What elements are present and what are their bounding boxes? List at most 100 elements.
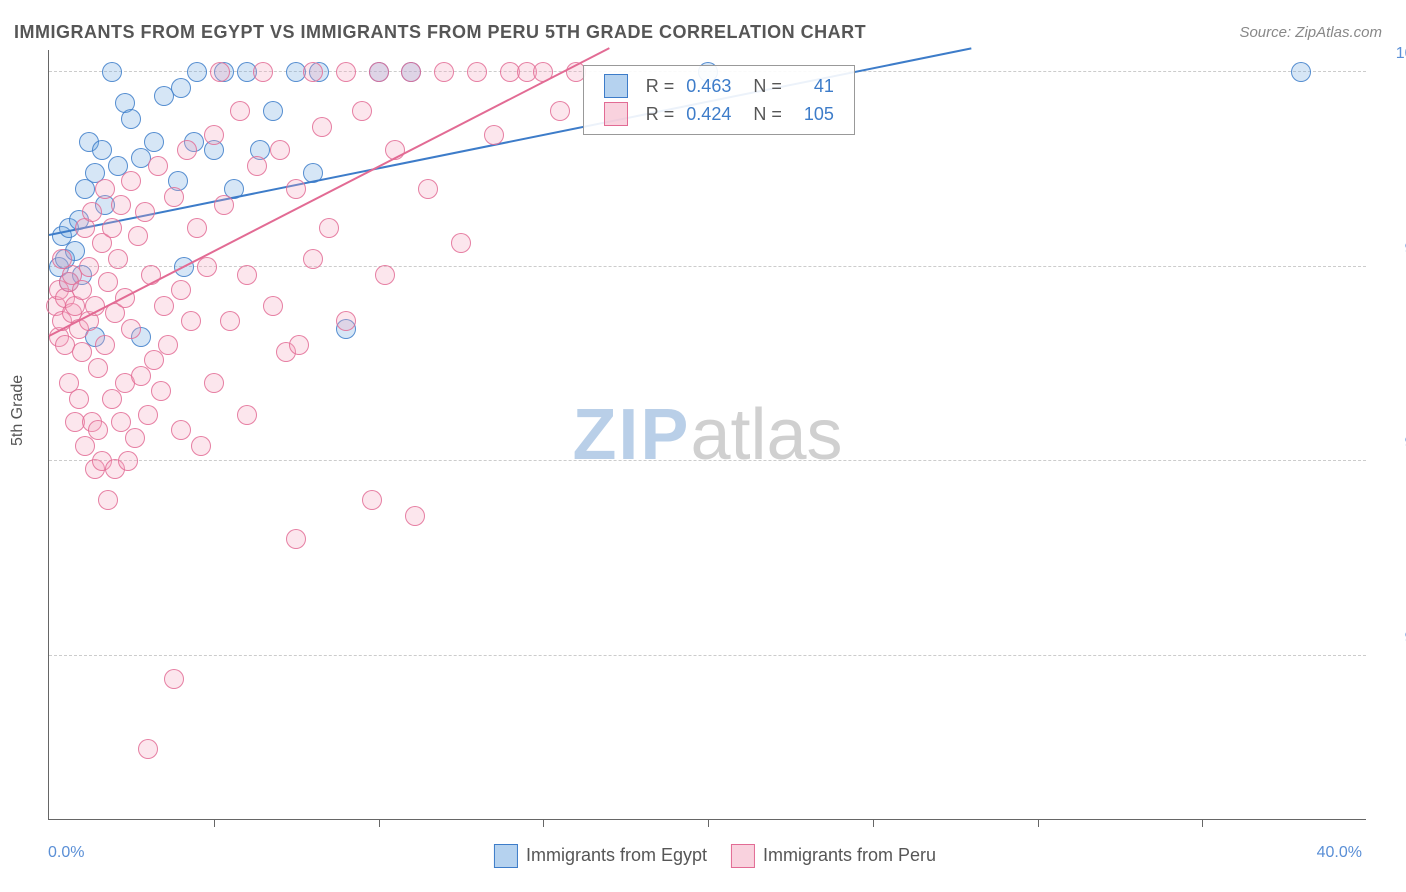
data-point (191, 436, 211, 456)
data-point (125, 428, 145, 448)
legend-n-label: N = (737, 72, 788, 100)
legend-r-label: R = (640, 100, 681, 128)
data-point (303, 62, 323, 82)
data-point (484, 125, 504, 145)
data-point (303, 249, 323, 269)
data-point (375, 265, 395, 285)
data-point (95, 179, 115, 199)
y-tick-label: 92.5% (1378, 629, 1406, 647)
data-point (92, 140, 112, 160)
data-point (177, 140, 197, 160)
data-point (230, 101, 250, 121)
data-point (79, 257, 99, 277)
x-tick (543, 819, 544, 827)
data-point (171, 280, 191, 300)
watermark-zip: ZIP (572, 395, 690, 475)
data-point (88, 358, 108, 378)
data-point (135, 202, 155, 222)
data-point (88, 420, 108, 440)
data-point (550, 101, 570, 121)
chart-title: IMMIGRANTS FROM EGYPT VS IMMIGRANTS FROM… (14, 22, 866, 43)
data-point (72, 342, 92, 362)
data-point (210, 62, 230, 82)
data-point (98, 272, 118, 292)
data-point (286, 529, 306, 549)
legend-stats: R =0.463 N =41R =0.424 N =105 (583, 65, 855, 135)
x-tick (1202, 819, 1203, 827)
data-point (362, 490, 382, 510)
data-point (197, 257, 217, 277)
legend-bottom: Immigrants from EgyptImmigrants from Per… (470, 844, 936, 868)
data-point (121, 319, 141, 339)
gridline (49, 655, 1366, 656)
data-point (1291, 62, 1311, 82)
data-point (401, 62, 421, 82)
data-point (270, 140, 290, 160)
data-point (418, 179, 438, 199)
data-point (181, 311, 201, 331)
data-point (237, 405, 257, 425)
data-point (148, 156, 168, 176)
data-point (336, 62, 356, 82)
watermark: ZIPatlas (572, 394, 842, 476)
data-point (108, 249, 128, 269)
data-point (171, 78, 191, 98)
legend-series-label: Immigrants from Peru (763, 845, 936, 865)
data-point (352, 101, 372, 121)
data-point (253, 62, 273, 82)
data-point (171, 420, 191, 440)
data-point (144, 350, 164, 370)
chart-container: IMMIGRANTS FROM EGYPT VS IMMIGRANTS FROM… (0, 0, 1406, 892)
x-tick (1038, 819, 1039, 827)
data-point (95, 335, 115, 355)
legend-swatch (731, 844, 755, 868)
legend-n-label: N = (737, 100, 788, 128)
data-point (164, 187, 184, 207)
data-point (128, 226, 148, 246)
data-point (102, 62, 122, 82)
data-point (319, 218, 339, 238)
data-point (214, 195, 234, 215)
data-point (336, 311, 356, 331)
x-tick (708, 819, 709, 827)
data-point (69, 389, 89, 409)
x-axis-min-label: 0.0% (48, 844, 84, 862)
data-point (121, 171, 141, 191)
data-point (247, 156, 267, 176)
data-point (138, 739, 158, 759)
data-point (263, 296, 283, 316)
x-tick (379, 819, 380, 827)
y-tick-label: 97.5% (1378, 240, 1406, 258)
x-axis-max-label: 40.0% (1317, 844, 1362, 862)
data-point (111, 195, 131, 215)
data-point (118, 451, 138, 471)
data-point (263, 101, 283, 121)
x-tick (214, 819, 215, 827)
y-axis-label: 5th Grade (9, 375, 27, 446)
regression-line (49, 47, 610, 337)
data-point (312, 117, 332, 137)
data-point (151, 381, 171, 401)
legend-swatch (494, 844, 518, 868)
data-point (289, 335, 309, 355)
data-point (102, 218, 122, 238)
data-point (164, 669, 184, 689)
data-point (158, 335, 178, 355)
watermark-atlas: atlas (690, 395, 842, 475)
legend-r-value: 0.424 (680, 100, 737, 128)
legend-r-label: R = (640, 72, 681, 100)
plot-area: ZIPatlas 92.5%95.0%97.5%100.0%R =0.463 N… (48, 50, 1366, 820)
legend-n-value: 105 (788, 100, 840, 128)
data-point (82, 202, 102, 222)
data-point (138, 405, 158, 425)
data-point (237, 265, 257, 285)
x-tick (873, 819, 874, 827)
data-point (144, 132, 164, 152)
gridline (49, 460, 1366, 461)
y-tick-label: 100.0% (1378, 45, 1406, 63)
data-point (204, 125, 224, 145)
data-point (187, 62, 207, 82)
data-point (434, 62, 454, 82)
source-label: Source: ZipAtlas.com (1239, 24, 1382, 41)
data-point (451, 233, 471, 253)
